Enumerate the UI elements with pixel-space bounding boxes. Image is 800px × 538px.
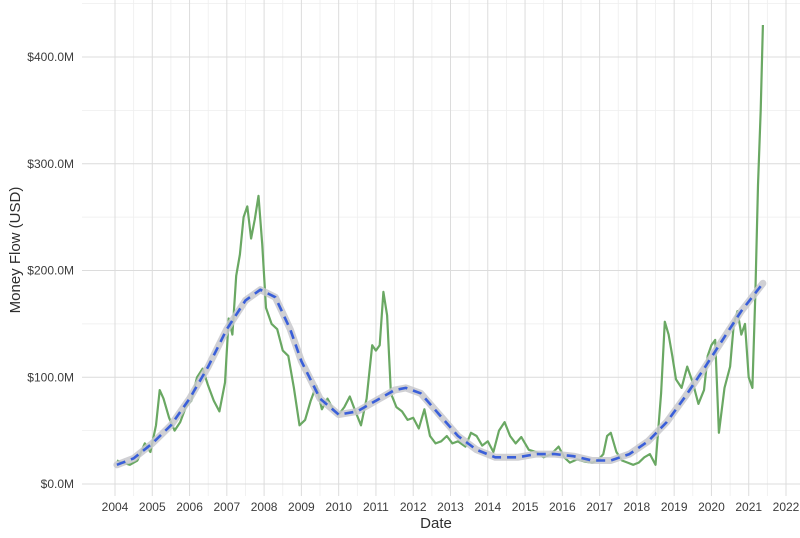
x-tick-label: 2021 <box>735 500 762 514</box>
x-tick-label: 2017 <box>586 500 613 514</box>
y-tick-label: $400.0M <box>27 50 74 64</box>
y-axis-title: Money Flow (USD) <box>7 187 24 314</box>
trend-confidence-band <box>113 279 767 469</box>
money-flow-line <box>116 24 764 466</box>
x-tick-label: 2005 <box>139 500 166 514</box>
x-axis-title: Date <box>420 515 452 532</box>
x-tick-label: 2009 <box>288 500 315 514</box>
x-tick-label: 2022 <box>773 500 800 514</box>
x-tick-label: 2010 <box>325 500 352 514</box>
y-tick-label: $300.0M <box>27 157 74 171</box>
x-tick-label: 2018 <box>624 500 651 514</box>
x-tick-label: 2014 <box>474 500 501 514</box>
y-tick-labels: $0.0M $100.0M $200.0M $300.0M $400.0M <box>27 50 74 491</box>
x-tick-labels: 2004 2005 2006 2007 2008 2009 2010 2011 2012 2013… <box>102 500 800 514</box>
x-tick-label: 2007 <box>213 500 240 514</box>
x-tick-label: 2004 <box>102 500 129 514</box>
x-tick-label: 2013 <box>437 500 464 514</box>
smooth-trend-line <box>116 282 764 467</box>
x-tick-label: 2006 <box>176 500 203 514</box>
x-tick-label: 2012 <box>400 500 427 514</box>
y-tick-label: $100.0M <box>27 370 74 384</box>
x-tick-label: 2015 <box>512 500 539 514</box>
x-tick-label: 2016 <box>549 500 576 514</box>
x-tick-label: 2008 <box>251 500 278 514</box>
series-layer <box>113 24 767 469</box>
x-tick-label: 2019 <box>661 500 688 514</box>
y-tick-label: $0.0M <box>41 477 74 491</box>
x-tick-label: 2011 <box>363 500 389 514</box>
y-tick-label: $200.0M <box>27 264 74 278</box>
x-tick-label: 2020 <box>698 500 725 514</box>
